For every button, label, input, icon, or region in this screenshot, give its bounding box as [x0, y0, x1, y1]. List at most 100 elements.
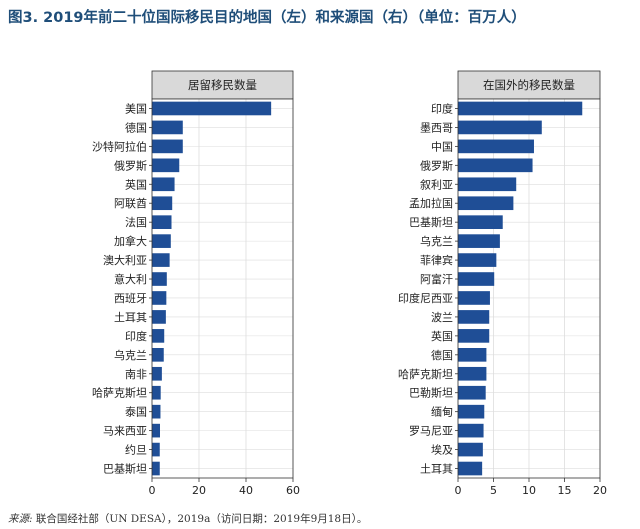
bar-18 — [152, 423, 160, 438]
source-text: 联合国经社部（UN DESA），2019a（访问日期：2019年9月18日）。 — [32, 513, 368, 525]
category-label: 罗马尼亚 — [409, 425, 453, 438]
bar-2 — [458, 120, 542, 135]
x-tick-label: 0 — [455, 484, 462, 497]
x-tick-label: 20 — [192, 484, 206, 497]
category-label: 印度 — [125, 329, 147, 343]
category-label: 俄罗斯 — [114, 159, 147, 172]
bar-11 — [458, 291, 490, 305]
x-tick-label: 40 — [239, 484, 253, 497]
category-label: 孟加拉国 — [409, 196, 453, 210]
bar-3 — [458, 139, 534, 154]
bar-6 — [152, 196, 173, 211]
bar-12 — [458, 310, 490, 324]
bar-1 — [152, 101, 272, 116]
category-label: 约旦 — [125, 444, 147, 457]
panel-title: 在国外的移民数量 — [483, 78, 575, 92]
bar-17 — [152, 404, 161, 419]
bar-4 — [458, 158, 533, 173]
bar-14 — [152, 348, 164, 362]
category-label: 埃及 — [431, 443, 453, 457]
bar-20 — [458, 461, 483, 476]
bar-15 — [458, 366, 487, 381]
figure-title: 图3. 2019年前二十位国际移民目的地国（左）和来源国（右）（单位：百万人） — [8, 10, 526, 26]
bar-8 — [458, 234, 500, 248]
bar-13 — [458, 329, 490, 343]
bar-14 — [458, 348, 487, 362]
category-label: 波兰 — [431, 311, 453, 324]
category-label: 巴基斯坦 — [409, 215, 453, 229]
bar-20 — [152, 461, 160, 476]
category-label: 中国 — [431, 140, 453, 153]
category-label: 俄罗斯 — [420, 159, 453, 172]
category-label: 乌克兰 — [114, 348, 147, 362]
bar-2 — [152, 120, 183, 135]
category-label: 印度 — [431, 101, 453, 115]
category-label: 沙特阿拉伯 — [92, 139, 147, 153]
bar-15 — [152, 366, 162, 381]
panel-header — [457, 70, 601, 100]
bar-9 — [152, 253, 170, 267]
category-label: 德国 — [431, 348, 453, 362]
category-label: 意大利 — [114, 272, 147, 286]
panel-header — [151, 70, 294, 100]
bar-18 — [458, 423, 484, 438]
category-label: 澳大利亚 — [103, 253, 147, 267]
category-label: 土耳其 — [420, 463, 453, 476]
source-label: 来源: — [8, 513, 33, 525]
bar-13 — [152, 329, 165, 343]
bar-8 — [152, 234, 171, 248]
bar-7 — [458, 215, 503, 229]
bar-9 — [458, 253, 497, 267]
category-label: 墨西哥 — [420, 121, 453, 134]
bar-6 — [458, 196, 514, 211]
category-label: 阿富汗 — [420, 272, 453, 286]
origin-countries-chart: 在国外的移民数量印度墨西哥中国俄罗斯叙利亚孟加拉国巴基斯坦乌克兰菲律宾阿富汗印度… — [398, 70, 607, 497]
category-label: 缅甸 — [431, 405, 453, 419]
plot-frame — [151, 98, 294, 479]
bar-10 — [458, 272, 495, 286]
category-label: 菲律宾 — [420, 253, 453, 267]
x-tick-label: 20 — [593, 484, 607, 497]
bar-19 — [152, 442, 160, 457]
x-tick-label: 15 — [558, 484, 572, 497]
category-label: 印度尼西亚 — [398, 291, 453, 305]
category-label: 英国 — [125, 177, 147, 191]
category-label: 土耳其 — [114, 311, 147, 324]
panel-title: 居留移民数量 — [188, 78, 257, 92]
category-label: 英国 — [431, 329, 453, 343]
bar-7 — [152, 215, 172, 229]
category-label: 马来西亚 — [103, 425, 147, 438]
x-tick-label: 10 — [522, 484, 536, 497]
x-tick-label: 0 — [149, 484, 156, 497]
bar-1 — [458, 101, 583, 116]
bar-12 — [152, 310, 166, 324]
category-label: 巴勒斯坦 — [409, 386, 453, 400]
category-label: 乌克兰 — [420, 234, 453, 248]
plot-area — [152, 99, 293, 478]
category-label: 哈萨克斯坦 — [398, 367, 453, 381]
category-label: 西班牙 — [114, 292, 147, 305]
bar-17 — [458, 404, 485, 419]
category-label: 阿联酋 — [114, 196, 147, 210]
category-label: 美国 — [125, 102, 147, 115]
bar-5 — [458, 177, 517, 192]
bar-19 — [458, 442, 483, 457]
source-note: 来源: 联合国经社部（UN DESA），2019a（访问日期：2019年9月18… — [8, 511, 367, 526]
category-label: 巴基斯坦 — [103, 462, 147, 476]
category-label: 南非 — [125, 368, 147, 381]
category-label: 叙利亚 — [420, 177, 453, 191]
bar-16 — [152, 385, 161, 400]
destination-countries-chart: 居留移民数量美国德国沙特阿拉伯俄罗斯英国阿联酋法国加拿大澳大利亚意大利西班牙土耳… — [92, 70, 300, 497]
category-label: 德国 — [125, 120, 147, 134]
bar-5 — [152, 177, 175, 192]
bar-3 — [152, 139, 183, 154]
x-tick-label: 60 — [286, 484, 300, 497]
category-label: 泰国 — [125, 405, 147, 419]
category-label: 法国 — [125, 215, 147, 229]
x-tick-label: 5 — [490, 484, 497, 497]
bar-16 — [458, 385, 486, 400]
category-label: 加拿大 — [114, 234, 147, 248]
bar-10 — [152, 272, 167, 286]
bar-11 — [152, 291, 167, 305]
